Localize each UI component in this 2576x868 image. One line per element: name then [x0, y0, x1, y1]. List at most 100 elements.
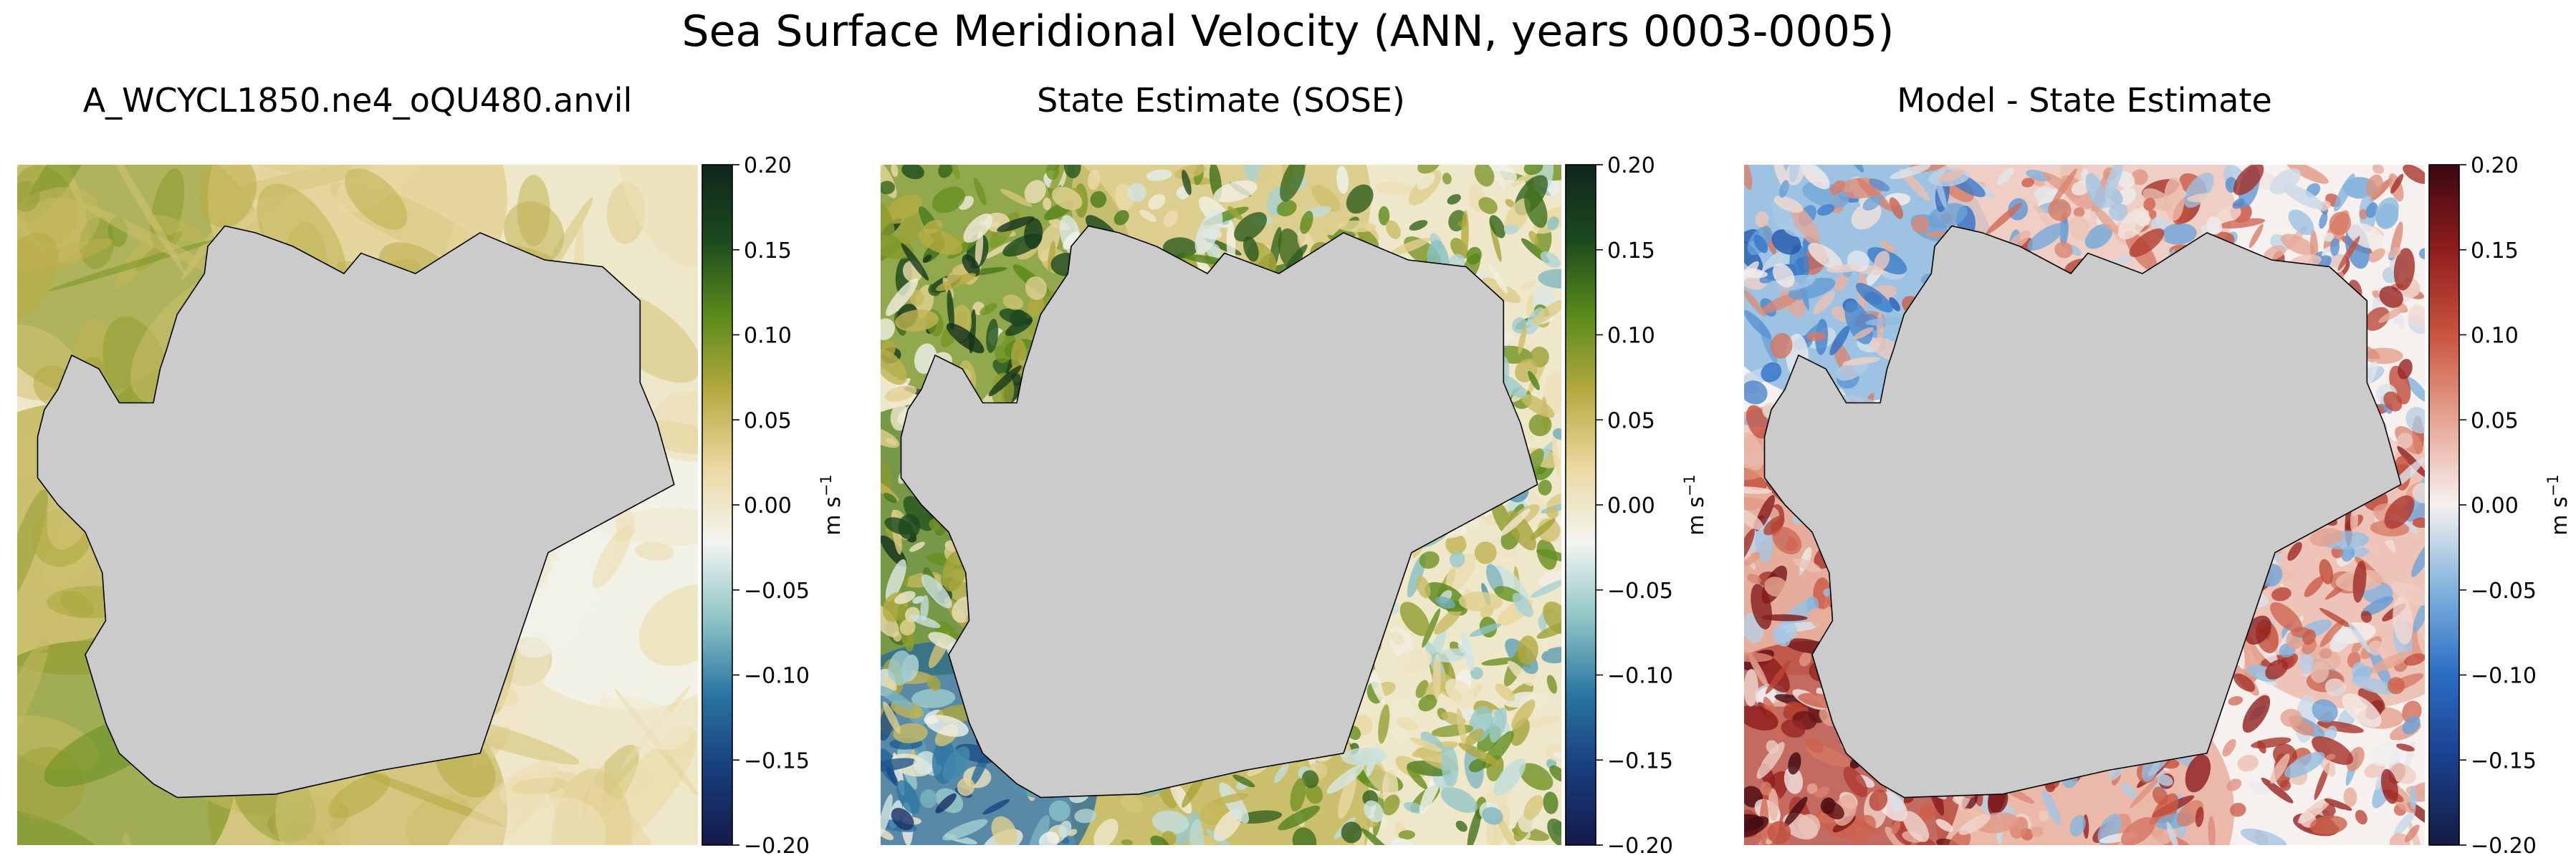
field-patch [2329, 211, 2352, 236]
field-patch [884, 676, 897, 692]
field-patch [2045, 782, 2056, 793]
field-patch [1422, 608, 1441, 648]
field-patch [1346, 184, 1374, 214]
field-patch [1865, 317, 1910, 326]
field-patch [2242, 695, 2271, 733]
field-patch [1761, 614, 1808, 622]
field-patch [2069, 216, 2089, 241]
field-patch [2216, 206, 2241, 223]
field-patch [1538, 479, 1552, 496]
field-patch [1806, 738, 1824, 753]
field-patch [1489, 215, 1505, 238]
field-patch [2384, 495, 2415, 529]
field-patch [991, 816, 1018, 845]
field-patch [1834, 274, 1849, 291]
colorbar-tick-label: 0.10 [744, 324, 792, 349]
field-patch [1121, 839, 1133, 845]
field-patch [1219, 782, 1250, 824]
field-patch [2394, 811, 2415, 836]
field-patch [2281, 183, 2324, 210]
field-patch [986, 319, 999, 353]
field-patch [2360, 596, 2394, 617]
field-patch [1278, 805, 1321, 831]
field-patch [1501, 276, 1547, 287]
field-patch [1063, 165, 1081, 179]
field-patch [882, 701, 901, 734]
field-patch [1276, 200, 1297, 217]
field-patch [2084, 223, 2113, 249]
colorbar-tick-label: 0.10 [2471, 324, 2519, 349]
field-patch [2397, 445, 2425, 478]
field-patch [1010, 309, 1028, 327]
field-patch [1744, 486, 1773, 494]
field-patch [921, 574, 952, 609]
field-patch [912, 596, 924, 604]
field-patch [1525, 715, 1560, 728]
field-patch [1826, 264, 1862, 273]
field-patch [1857, 178, 1892, 211]
field-patch [1770, 333, 1793, 359]
field-patch [2257, 740, 2266, 754]
field-patch [893, 631, 902, 642]
field-patch [2411, 536, 2425, 577]
field-patch [1512, 592, 1533, 617]
field-patch [1382, 794, 1400, 816]
field-patch [881, 180, 895, 195]
field-patch [1764, 577, 1789, 597]
field-patch [881, 604, 900, 637]
field-patch [1043, 197, 1052, 211]
field-patch [1488, 264, 1508, 294]
field-patch [1213, 180, 1258, 203]
field-patch [1341, 747, 1387, 766]
field-patch [1874, 251, 1890, 271]
field-patch [2286, 165, 2329, 184]
field-patch [1378, 206, 1390, 226]
colorbar-tick-label: −0.10 [1607, 664, 1673, 689]
field-patch [2248, 781, 2271, 796]
field-patch [123, 832, 132, 845]
field-patch [2269, 168, 2302, 195]
field-patch [2330, 626, 2353, 652]
field-patch [2284, 751, 2325, 778]
field-patch [1853, 327, 1874, 339]
field-patch [2343, 787, 2357, 807]
field-patch [1074, 809, 1097, 824]
field-patch [2279, 779, 2292, 791]
field-patch [896, 780, 920, 814]
field-patch [2208, 816, 2216, 845]
field-patch [1338, 773, 1356, 819]
field-patch [1541, 647, 1561, 664]
field-patch [1744, 529, 1755, 565]
field-patch [2402, 180, 2413, 203]
colorbar-tick-label: 0.20 [2471, 153, 2519, 178]
field-patch [1536, 539, 1557, 570]
field-patch [1419, 551, 1440, 569]
field-patch [1528, 370, 1540, 390]
field-patch [1052, 186, 1083, 211]
field-patch [920, 594, 929, 622]
field-patch [2118, 207, 2150, 240]
field-patch [1326, 764, 1364, 794]
field-patch [1174, 812, 1200, 845]
field-patch [2319, 559, 2334, 585]
field-patch [1357, 228, 1379, 250]
field-patch [1232, 774, 1255, 788]
field-patch [1773, 196, 1804, 213]
field-patch [2104, 165, 2124, 200]
field-patch [1434, 607, 1462, 635]
field-patch [920, 789, 937, 809]
field-patch [2185, 754, 2211, 793]
field-patch [2378, 305, 2408, 323]
field-patch [1744, 269, 1768, 279]
field-patch [1336, 165, 1349, 194]
field-patch [1543, 791, 1558, 814]
field-patch [1798, 814, 1821, 836]
field-patch [938, 165, 954, 178]
field-patch [886, 278, 919, 317]
field-patch [1461, 632, 1475, 671]
field-patch [1432, 653, 1441, 700]
field-patch [1890, 165, 1930, 180]
field-patch [1441, 746, 1459, 787]
field-patch [2390, 173, 2404, 194]
